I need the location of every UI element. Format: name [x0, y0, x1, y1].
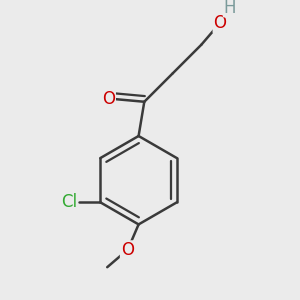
Text: Cl: Cl — [61, 193, 77, 211]
Text: O: O — [102, 90, 115, 108]
Text: O: O — [213, 14, 226, 32]
Text: H: H — [224, 0, 236, 16]
Text: O: O — [121, 241, 134, 259]
